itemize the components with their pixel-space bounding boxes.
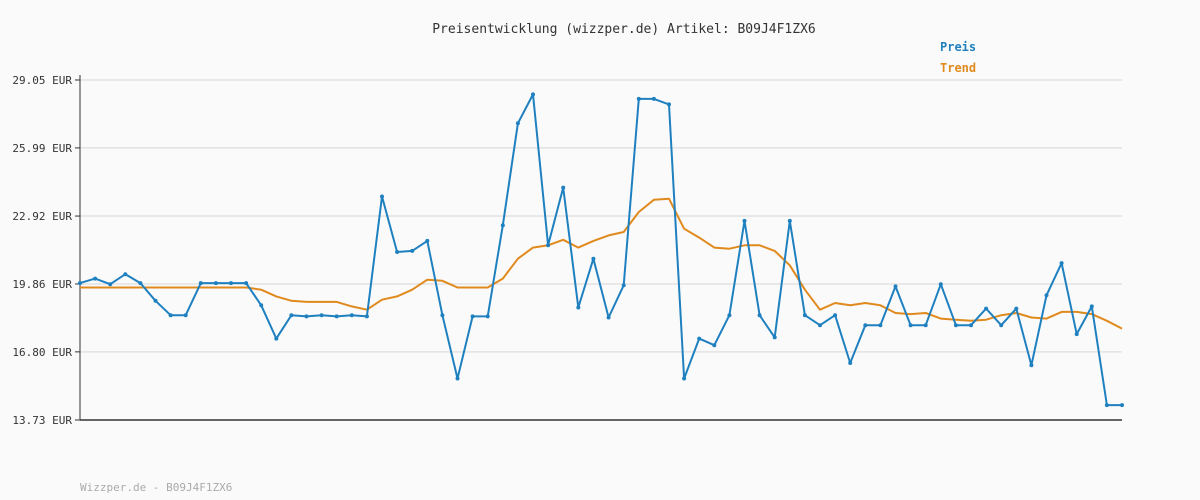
data-point-preis <box>380 194 384 199</box>
data-point-preis <box>667 102 671 107</box>
data-point-preis <box>802 313 807 318</box>
data-point-preis <box>697 336 702 341</box>
y-tick-label: 22.92 EUR <box>12 210 72 223</box>
data-point-preis <box>999 323 1004 328</box>
data-point-preis <box>1044 293 1049 298</box>
legend-entry-preis: Preis <box>940 40 976 54</box>
data-point-preis <box>1089 304 1094 309</box>
data-point-preis <box>319 313 324 318</box>
y-tick-label: 25.99 EUR <box>12 142 72 155</box>
data-point-preis <box>395 250 400 254</box>
data-point-preis <box>787 218 792 223</box>
legend-entry-trend: Trend <box>940 61 976 75</box>
data-point-preis <box>969 323 973 328</box>
footer-credit: Wizzper.de - B09J4F1ZX6 <box>80 481 232 494</box>
data-point-preis <box>440 313 445 318</box>
data-point-preis <box>78 281 82 286</box>
data-point-preis <box>153 298 158 303</box>
data-point-preis <box>244 281 249 286</box>
y-tick-label: 19.86 EUR <box>12 278 72 291</box>
data-point-preis <box>606 315 611 320</box>
series-layer <box>78 92 1124 408</box>
data-point-preis <box>108 282 113 287</box>
data-point-preis <box>953 323 958 328</box>
data-point-preis <box>455 376 460 381</box>
y-tick-label: 29.05 EUR <box>12 74 72 87</box>
data-point-preis <box>682 376 687 381</box>
data-point-preis <box>425 238 430 243</box>
data-point-preis <box>259 303 264 308</box>
data-point-preis <box>863 323 868 328</box>
data-point-preis <box>621 283 626 288</box>
chart-title: Preisentwicklung (wizzper.de) Artikel: B… <box>432 22 816 37</box>
grid-lines <box>80 79 1122 353</box>
data-point-preis <box>908 323 913 328</box>
data-point-preis <box>878 323 883 328</box>
data-point-preis <box>183 313 188 318</box>
data-point-preis <box>1029 363 1034 368</box>
data-point-preis <box>636 96 641 101</box>
data-point-preis <box>289 313 294 318</box>
data-point-preis <box>1120 403 1124 408</box>
data-point-preis <box>198 281 203 286</box>
data-point-preis <box>515 121 520 126</box>
series-line-preis <box>79 93 1122 407</box>
data-point-preis <box>1059 261 1064 266</box>
data-point-preis <box>984 306 989 311</box>
data-point-preis <box>168 313 173 318</box>
data-point-preis <box>410 248 415 253</box>
data-point-preis <box>274 336 279 341</box>
data-point-preis <box>349 313 354 318</box>
data-point-preis <box>923 323 928 328</box>
y-tick-label: 13.73 EUR <box>12 414 72 427</box>
data-point-preis <box>123 272 128 277</box>
data-point-preis <box>500 223 505 228</box>
data-point-preis <box>772 335 777 340</box>
y-axis-ticks: 29.05 EUR 25.99 EUR 22.92 EUR 19.86 EUR 16.8… <box>12 74 80 427</box>
data-point-preis <box>727 313 732 318</box>
data-point-preis <box>833 313 838 318</box>
data-point-preis <box>1104 403 1109 408</box>
data-point-preis <box>742 218 747 223</box>
data-point-preis <box>576 305 581 310</box>
data-point-preis <box>757 313 762 318</box>
data-point-preis <box>470 314 475 319</box>
data-point-preis <box>1014 306 1019 311</box>
y-tick-label: 16.80 EUR <box>12 346 72 359</box>
data-point-preis <box>213 281 218 286</box>
data-point-preis <box>334 314 339 319</box>
data-point-preis <box>712 343 717 348</box>
data-point-preis <box>1074 332 1079 337</box>
data-point-preis <box>848 361 853 365</box>
data-point-preis <box>364 314 369 319</box>
series-line-trend <box>80 197 1123 330</box>
data-point-preis <box>591 256 596 261</box>
data-point-preis <box>138 281 143 286</box>
data-point-preis <box>818 323 822 328</box>
data-point-preis <box>304 314 309 319</box>
data-point-preis <box>531 92 535 97</box>
data-point-preis <box>893 284 898 289</box>
data-point-preis <box>651 96 656 101</box>
data-point-preis <box>93 276 98 281</box>
data-point-preis <box>561 185 566 190</box>
data-point-preis <box>229 281 233 286</box>
data-point-preis <box>546 243 551 248</box>
data-point-preis <box>938 282 943 287</box>
data-point-preis <box>485 314 490 319</box>
